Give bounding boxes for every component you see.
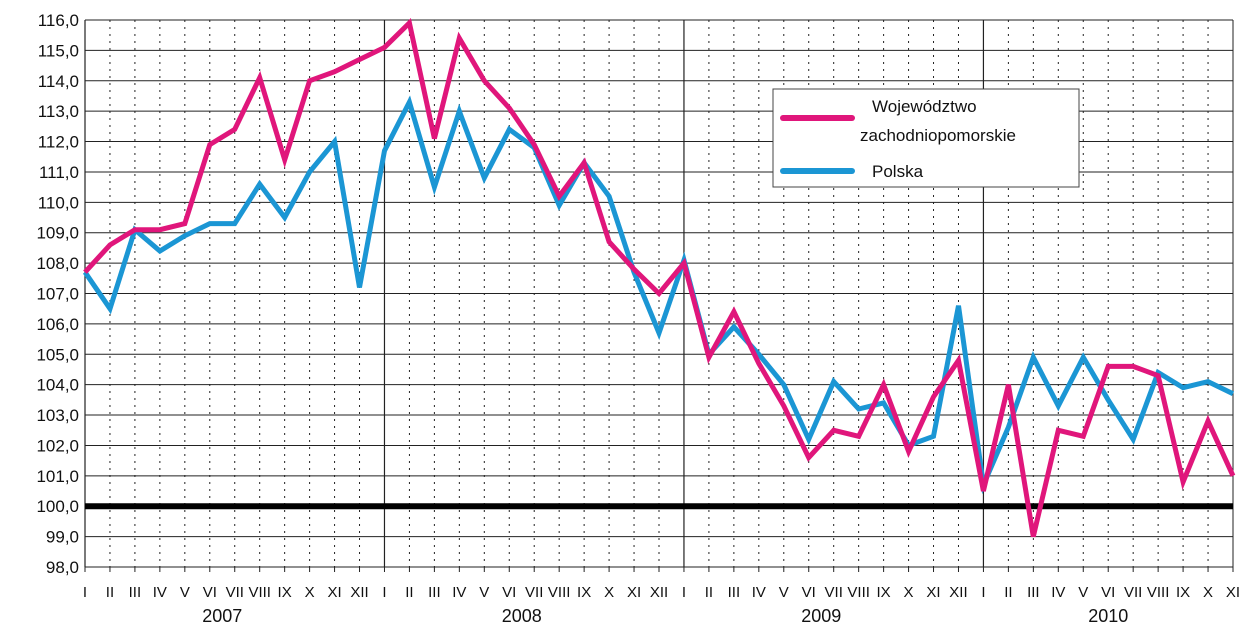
x-tick-label: X (305, 584, 315, 601)
x-tick-label: II (106, 584, 114, 601)
y-tick-label: 112,0 (38, 133, 79, 152)
y-tick-label: 103,0 (36, 406, 79, 425)
x-tick-label: VII (525, 584, 543, 601)
y-tick-label: 104,0 (36, 376, 79, 395)
x-tick-label: VIII (847, 584, 870, 601)
y-tick-label: 105,0 (36, 345, 79, 364)
legend-label-zachodniopomorskie-line1: Województwo (872, 97, 977, 116)
x-tick-label: V (479, 584, 489, 601)
x-tick-label: V (1078, 584, 1088, 601)
x-tick-label: VIII (248, 584, 271, 601)
x-tick-label: IV (1051, 584, 1065, 601)
x-tick-label: I (981, 584, 985, 601)
y-tick-label: 109,0 (36, 224, 79, 243)
x-tick-label: VII (226, 584, 244, 601)
x-tick-label: V (180, 584, 190, 601)
x-tick-label: II (1004, 584, 1012, 601)
x-tick-label: X (604, 584, 614, 601)
x-tick-label: VI (502, 584, 516, 601)
x-tick-label: XI (627, 584, 641, 601)
x-tick-label: III (728, 584, 741, 601)
x-tick-label: I (682, 584, 686, 601)
x-tick-label: XII (650, 584, 668, 601)
x-tick-label: IV (153, 584, 167, 601)
x-tick-label: VII (1124, 584, 1142, 601)
x-tick-label: VIII (1147, 584, 1170, 601)
x-tick-label: I (382, 584, 386, 601)
legend: Województwo zachodniopomorskie Polska (772, 88, 1080, 188)
y-axis-ticks: 98,0 99,0 100,0 101,0 102,0 103,0 104,0 105,0 10… (36, 11, 79, 577)
y-tick-label: 107,0 (36, 285, 79, 304)
x-tick-label: V (779, 584, 789, 601)
year-label: 2010 (1088, 606, 1128, 626)
y-tick-label: 114,0 (38, 72, 79, 91)
year-label: 2009 (801, 606, 841, 626)
series-line-polska (82, 95, 1235, 495)
series-lines (82, 18, 1236, 538)
x-tick-label: IX (1176, 584, 1190, 601)
y-tick-label: 108,0 (36, 254, 79, 273)
x-tick-label: III (428, 584, 441, 601)
legend-label-zachodniopomorskie-line2: zachodniopomorskie (860, 126, 1016, 145)
y-tick-label: 113,0 (38, 102, 79, 121)
x-tick-label: I (83, 584, 87, 601)
x-axis-month-ticks: I II III IV V VI VII VIII IX X XI XII I II III IV V VI VII… (83, 584, 1240, 601)
x-tick-label: III (129, 584, 142, 601)
y-tick-label: 111,0 (39, 163, 79, 182)
x-tick-label: XII (350, 584, 368, 601)
x-tick-label: VI (802, 584, 816, 601)
x-tick-label: III (1027, 584, 1040, 601)
x-tick-label: IX (877, 584, 891, 601)
y-tick-label: 101,0 (36, 467, 79, 486)
x-tick-label: XII (949, 584, 967, 601)
series-line-zachodniopomorskie (83, 18, 1236, 538)
x-tick-label: XI (1226, 584, 1240, 601)
y-tick-label: 106,0 (36, 315, 79, 334)
y-tick-label: 110,0 (38, 193, 79, 212)
y-tick-label: 102,0 (36, 436, 79, 455)
x-tick-label: II (405, 584, 413, 601)
x-tick-label: IV (752, 584, 766, 601)
x-tick-label: IV (452, 584, 466, 601)
x-tick-label: VIII (548, 584, 571, 601)
x-axis-year-labels: 2007 2008 2009 2010 (202, 606, 1128, 626)
x-tick-label: IX (278, 584, 292, 601)
x-tick-label: XI (926, 584, 940, 601)
x-tick-label: VI (203, 584, 217, 601)
x-tick-label: VI (1101, 584, 1115, 601)
x-tick-label: VII (825, 584, 843, 601)
x-tick-label: IX (577, 584, 591, 601)
year-label: 2007 (202, 606, 242, 626)
x-tick-label: XI (327, 584, 341, 601)
y-tick-label: 115,0 (38, 41, 79, 60)
x-tick-label: X (904, 584, 914, 601)
x-tick-label: II (705, 584, 713, 601)
x-tick-label: X (1203, 584, 1213, 601)
y-tick-label: 116,0 (38, 11, 79, 30)
y-tick-label: 100,0 (36, 497, 79, 516)
y-tick-label: 99,0 (46, 528, 79, 547)
y-tick-label: 98,0 (46, 558, 79, 577)
legend-label-polska: Polska (872, 162, 924, 181)
year-label: 2008 (502, 606, 542, 626)
